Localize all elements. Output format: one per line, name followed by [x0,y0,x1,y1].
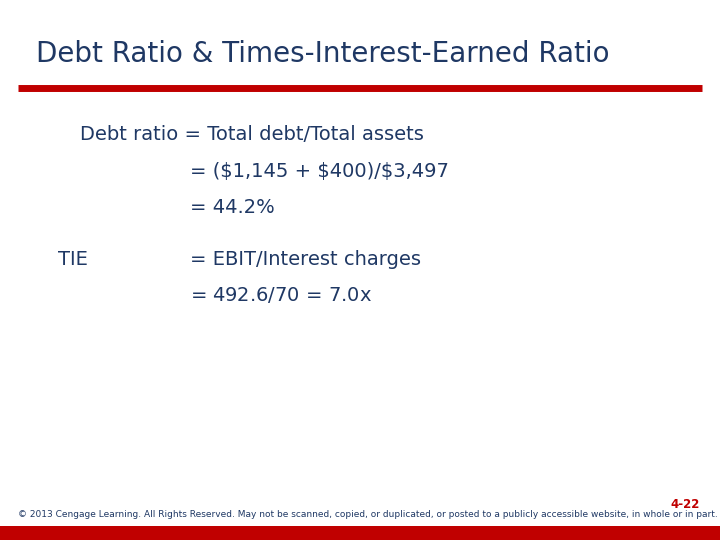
Text: 4-22: 4-22 [670,498,700,511]
Text: © 2013 Cengage Learning. All Rights Reserved. May not be scanned, copied, or dup: © 2013 Cengage Learning. All Rights Rese… [18,510,718,519]
Text: = $492.6/$70 = 7.0x: = $492.6/$70 = 7.0x [190,285,372,305]
Text: = 44.2%: = 44.2% [190,198,275,217]
Text: TIE: TIE [58,250,88,269]
Text: = EBIT/Interest charges: = EBIT/Interest charges [190,250,421,269]
Text: Debt Ratio & Times-Interest-Earned Ratio: Debt Ratio & Times-Interest-Earned Ratio [36,40,610,68]
Text: = ($1,145 + $400)/$3,497: = ($1,145 + $400)/$3,497 [190,162,449,181]
Text: Debt ratio = Total debt/Total assets: Debt ratio = Total debt/Total assets [80,125,424,144]
Bar [0,526,720,540]
